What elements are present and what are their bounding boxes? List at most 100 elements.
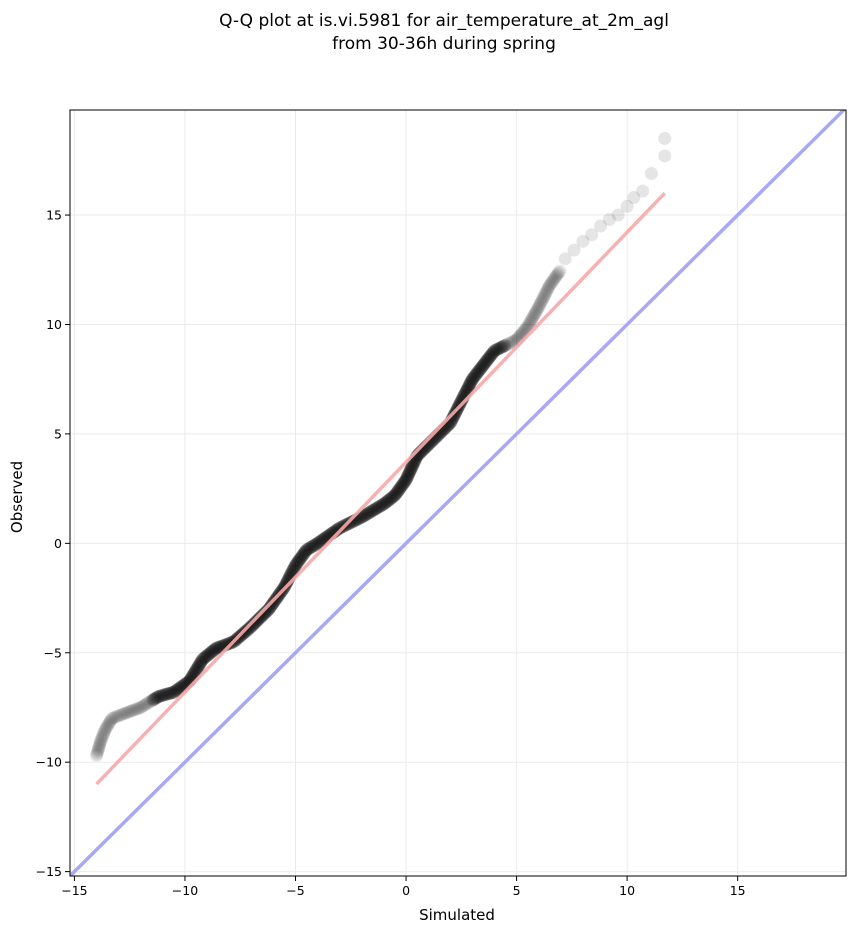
qq-point [386, 490, 399, 504]
qq-point [484, 349, 498, 363]
qq-point [395, 478, 409, 492]
qq-point [289, 557, 303, 571]
qq-point [153, 689, 167, 703]
qq-point [94, 733, 108, 747]
qq-point [492, 342, 506, 356]
qq-point [525, 313, 539, 327]
qq-point [404, 462, 418, 475]
qq-point [198, 650, 212, 664]
qq-point [92, 739, 106, 753]
qq-point [333, 521, 347, 535]
qq-point [466, 371, 480, 385]
qq-point [537, 290, 551, 304]
qq-point [367, 503, 381, 517]
qq-point [464, 375, 478, 389]
qq-point [545, 276, 559, 289]
qq-point [104, 713, 118, 727]
qq-point [374, 499, 388, 513]
qq-point [528, 307, 542, 321]
qq-tail-point [576, 234, 590, 248]
qq-point [468, 369, 482, 382]
qq-point [540, 284, 554, 298]
qq-point [193, 656, 207, 670]
qq-point [159, 687, 173, 701]
qq-point [151, 690, 165, 703]
qq-point [358, 508, 372, 522]
qq-point [309, 537, 323, 551]
qq-point [480, 354, 494, 368]
qq-point [308, 538, 322, 552]
qq-point [495, 340, 509, 354]
qq-point [123, 704, 137, 718]
qq-point [394, 479, 408, 493]
qq-point [454, 395, 468, 409]
qq-tail-point [644, 166, 658, 180]
y-axis-ticks: −15 −10 −5 0 5 10 15 [36, 208, 70, 879]
qq-point [389, 487, 403, 501]
qq-point [119, 706, 133, 720]
qq-point [288, 560, 302, 574]
qq-tail-point [594, 219, 608, 233]
qq-tail-point [585, 228, 599, 242]
qq-point [149, 691, 163, 705]
qq-point [393, 482, 407, 496]
qq-point [467, 370, 481, 384]
qq-point [311, 536, 325, 550]
qq-point [264, 599, 278, 613]
qq-point [116, 707, 130, 721]
qq-point [502, 336, 516, 350]
qq-point [477, 357, 491, 371]
qq-point [474, 361, 488, 375]
qq-point [96, 729, 110, 743]
y-tick-label: −15 [36, 864, 62, 879]
qq-point [396, 477, 410, 491]
qq-point [524, 314, 538, 328]
qq-point [111, 709, 125, 723]
qq-point [476, 359, 490, 373]
qq-point [533, 297, 547, 311]
qq-point [470, 366, 484, 380]
qq-point [401, 469, 415, 483]
qq-point [147, 692, 161, 706]
qq-point [391, 484, 405, 498]
qq-point [168, 684, 182, 698]
qq-point [172, 682, 186, 695]
qq-point [191, 661, 205, 674]
qq-tail-point [658, 149, 672, 163]
qq-point [248, 616, 262, 630]
qq-point [204, 645, 218, 659]
qq-tail-point [620, 199, 634, 213]
qq-point [91, 743, 105, 756]
qq-point [482, 351, 496, 365]
qq-point [544, 277, 558, 291]
qq-point [489, 343, 503, 357]
qq-point [501, 337, 515, 351]
y-tick-label: 15 [46, 208, 62, 223]
qq-point [290, 556, 304, 570]
qq-point [221, 637, 235, 651]
qq-point [398, 474, 412, 488]
qq-point [170, 683, 183, 697]
qq-point [535, 293, 549, 307]
qq-point [486, 346, 500, 360]
qq-point [125, 704, 139, 718]
qq-point [202, 647, 216, 661]
qq-point [381, 494, 395, 508]
qq-point [359, 508, 373, 522]
qq-point [171, 682, 185, 696]
qq-point [404, 463, 418, 477]
qq-point [110, 710, 124, 723]
qq-point [383, 492, 397, 506]
qq-tail-point [558, 252, 572, 266]
qq-point [143, 695, 157, 709]
qq-point [301, 542, 315, 556]
qq-point [208, 642, 222, 656]
qq-point [406, 457, 420, 471]
qq-point [387, 489, 401, 503]
qq-point [493, 341, 507, 355]
qq-point [291, 554, 305, 568]
qq-point [485, 348, 499, 361]
qq-point [526, 310, 540, 324]
qq-point [279, 577, 293, 591]
